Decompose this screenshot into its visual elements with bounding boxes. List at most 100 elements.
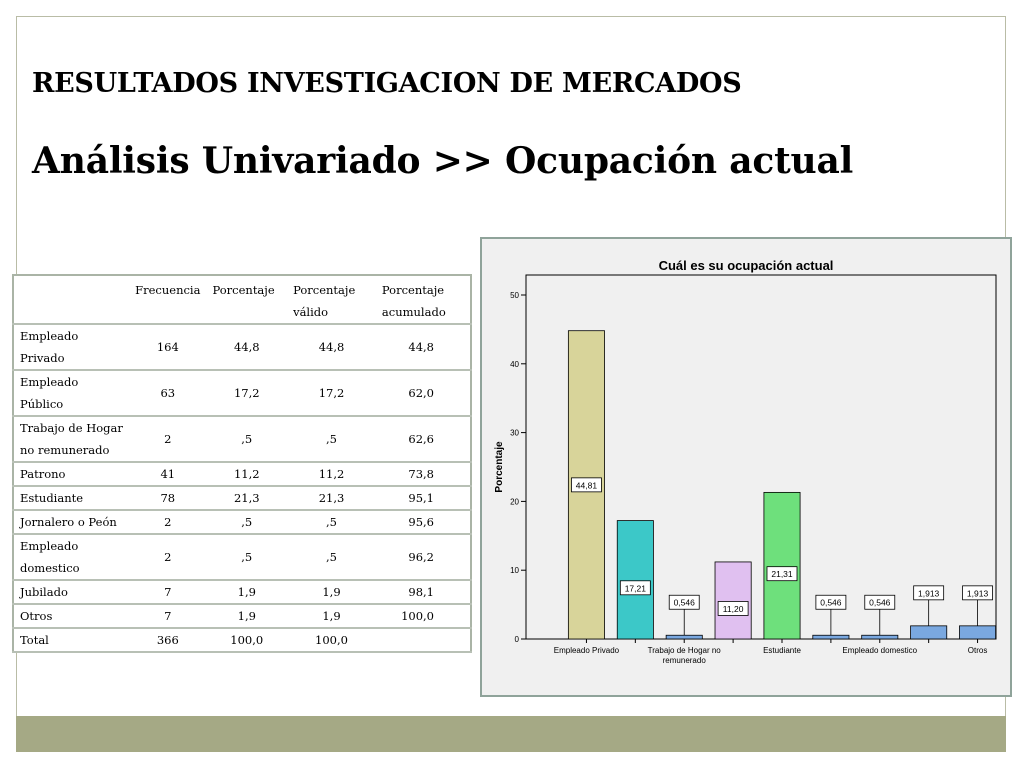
chart-title: Cuál es su ocupación actual: [659, 258, 834, 273]
table-row: Jubilado 7 1,9 1,9 98,1: [13, 580, 471, 605]
table-row: Patrono 41 11,2 11,2 73,8: [13, 462, 471, 487]
table-cell: [375, 628, 471, 653]
y-tick-label: 50: [510, 291, 519, 300]
table-cell: 1,9: [287, 604, 376, 629]
table-cell: 95,1: [375, 486, 471, 511]
row-label: Patrono: [13, 462, 130, 487]
table-cell: 63: [129, 370, 207, 417]
data-label-box: [668, 594, 700, 610]
row-label: Otros: [13, 604, 130, 629]
table-row: Jornalero o Peón 2,5,5 95,6: [13, 510, 471, 535]
table-cell: 100,0: [206, 628, 288, 653]
table-cell: 11,2: [206, 462, 288, 487]
y-tick-label: 20: [510, 497, 519, 506]
table-cell: 62,0: [375, 370, 471, 417]
data-label-box: [766, 566, 798, 582]
x-tick-label: Empleado domestico: [842, 646, 917, 655]
table-cell: 164: [129, 324, 207, 371]
x-tick-label: Trabajo de Hogar no: [648, 646, 722, 655]
data-label-box: [815, 594, 847, 610]
table-body: Empleado Privado 164 44,8 44,8 44,8 Empleado …: [13, 324, 471, 653]
table-header-cell: Frecuencia: [129, 275, 207, 325]
row-label: Empleado Público: [13, 370, 130, 417]
table-cell: 21,3: [287, 486, 376, 511]
table-cell: 7: [129, 604, 207, 629]
table-cell: 44,8: [375, 324, 471, 371]
table-cell: 100,0: [375, 604, 471, 629]
table-cell: 7: [129, 580, 207, 605]
data-label: 21,31: [771, 569, 793, 579]
table-cell: ,5: [206, 534, 288, 581]
chart-panel: Cuál es su ocupación actual 0 10 20 30 40 50 Po…: [480, 237, 1012, 697]
table-cell: ,5: [206, 416, 288, 463]
bar: [665, 634, 703, 640]
table-cell: 41: [129, 462, 207, 487]
table-cell: 21,3: [206, 486, 288, 511]
table-row: Total 366 100,0 100,0: [13, 628, 471, 653]
table-cell: 73,8: [375, 462, 471, 487]
x-tick-label-line2: remunerado: [663, 656, 707, 665]
bar: [616, 520, 654, 640]
table-cell: 17,2: [206, 370, 288, 417]
bar: [714, 561, 752, 640]
table-cell: 2: [129, 510, 207, 535]
bar: [861, 634, 899, 640]
data-label: 11,20: [723, 604, 744, 614]
table-row: Estudiante 78 21,3 21,3 95,1: [13, 486, 471, 511]
table-cell: 44,8: [287, 324, 376, 371]
table-cell: 2: [129, 534, 207, 581]
table-row: Empleado Público 63 17,2 17,2 62,0: [13, 370, 471, 417]
table-header-cell: Porcentaje válido: [287, 275, 376, 325]
table-cell: 1,9: [287, 580, 376, 605]
y-tick-label: 10: [510, 566, 519, 575]
table-header-cell: [13, 275, 130, 325]
table-cell: 62,6: [375, 416, 471, 463]
data-label: 44,81: [576, 480, 598, 490]
data-label-box: [619, 580, 651, 596]
data-label: 1,913: [918, 588, 940, 598]
data-label: 1,913: [967, 588, 989, 598]
table-header-cell: Porcentaje acumulado: [375, 275, 471, 325]
table-cell: 44,8: [206, 324, 288, 371]
table-cell: 78: [129, 486, 207, 511]
data-label: 0,546: [869, 598, 891, 608]
table-cell: 2: [129, 416, 207, 463]
table-cell: 17,2: [287, 370, 376, 417]
table-row: Empleado Privado 164 44,8 44,8 44,8: [13, 324, 471, 371]
bar: [910, 625, 948, 640]
table-cell: 366: [129, 628, 207, 653]
table-cell: 98,1: [375, 580, 471, 605]
data-label-box: [717, 601, 749, 616]
table-row: Empleado domestico 2,5,5 96,2: [13, 534, 471, 581]
table-row: Otros 7 1,9 1,9 100,0: [13, 604, 471, 629]
table-cell: 95,6: [375, 510, 471, 535]
table-cell: ,5: [206, 510, 288, 535]
table-cell: 11,2: [287, 462, 376, 487]
x-tick-label: Otros: [968, 646, 988, 655]
frequency-table: Frecuencia Porcentaje Porcentaje válido …: [12, 274, 472, 653]
data-label: 0,546: [820, 598, 842, 608]
x-tick-label: Empleado Privado: [554, 646, 620, 655]
row-label: Trabajo de Hogar no remunerado: [13, 416, 130, 463]
table-cell: ,5: [287, 416, 376, 463]
y-axis-label: Porcentaje: [494, 441, 505, 493]
table-cell: 1,9: [206, 580, 288, 605]
table-cell: ,5: [287, 510, 376, 535]
table-header-row: Frecuencia Porcentaje Porcentaje válido …: [13, 275, 471, 325]
bar: [763, 491, 801, 640]
data-label-box: [571, 477, 602, 493]
table-row: Trabajo de Hogar no remunerado 2,5,5 62,6: [13, 416, 471, 463]
row-label: Empleado domestico: [13, 534, 130, 581]
row-label: Empleado Privado: [13, 324, 130, 371]
slide-subheading: Análisis Univariado >> Ocupación actual: [32, 140, 854, 182]
table-cell: 100,0: [287, 628, 376, 653]
row-label: Jornalero o Peón: [13, 510, 130, 535]
bar: [812, 634, 850, 640]
row-label: Estudiante: [13, 486, 130, 511]
data-label-box: [864, 594, 896, 610]
slide-heading: RESULTADOS INVESTIGACION DE MERCADOS: [32, 68, 742, 99]
x-tick-label: Estudiante: [763, 646, 801, 655]
table-header-cell: Porcentaje: [206, 275, 288, 325]
footer-band: [16, 716, 1006, 752]
bar-chart: Cuál es su ocupación actual 0 10 20 30 40 50 Po…: [494, 258, 997, 665]
